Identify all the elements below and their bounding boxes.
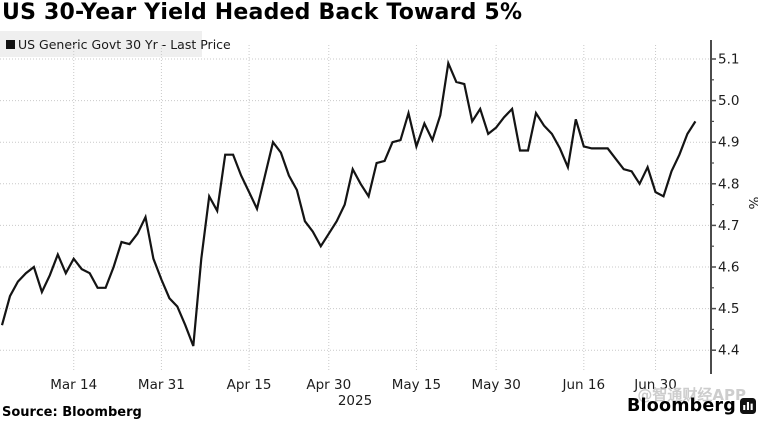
bloomberg-logo-icon bbox=[740, 398, 756, 414]
svg-text:May 30: May 30 bbox=[471, 377, 520, 393]
svg-text:4.6: 4.6 bbox=[718, 260, 739, 276]
series-swatch-icon bbox=[6, 39, 15, 49]
svg-text:4.8: 4.8 bbox=[718, 176, 739, 192]
svg-text:Apr 30: Apr 30 bbox=[306, 377, 351, 393]
svg-text:5.1: 5.1 bbox=[718, 52, 739, 68]
svg-text:4.5: 4.5 bbox=[718, 301, 739, 317]
svg-text:Mar 31: Mar 31 bbox=[138, 377, 185, 393]
svg-text:May 15: May 15 bbox=[392, 377, 441, 393]
svg-text:5.0: 5.0 bbox=[718, 93, 739, 109]
svg-text:Mar 14: Mar 14 bbox=[50, 377, 97, 393]
svg-text:4.9: 4.9 bbox=[718, 135, 739, 151]
svg-text:4.7: 4.7 bbox=[718, 218, 739, 234]
svg-text:Jun 16: Jun 16 bbox=[562, 377, 606, 393]
brand-lockup: Bloomberg bbox=[627, 396, 756, 416]
svg-text:%: % bbox=[745, 197, 758, 210]
x-axis-year-label: 2025 bbox=[337, 393, 373, 409]
series-label: US Generic Govt 30 Yr - Last Price bbox=[18, 36, 231, 52]
svg-text:4.4: 4.4 bbox=[718, 343, 739, 359]
svg-text:Apr 15: Apr 15 bbox=[227, 377, 272, 393]
chart-legend: US Generic Govt 30 Yr - Last Price bbox=[0, 31, 231, 57]
source-credit: Source: Bloomberg bbox=[2, 405, 142, 420]
watermark-text: @智通财经APP bbox=[637, 386, 746, 404]
brand-name: Bloomberg bbox=[627, 396, 736, 416]
page-title: US 30-Year Yield Headed Back Toward 5% bbox=[2, 0, 523, 25]
